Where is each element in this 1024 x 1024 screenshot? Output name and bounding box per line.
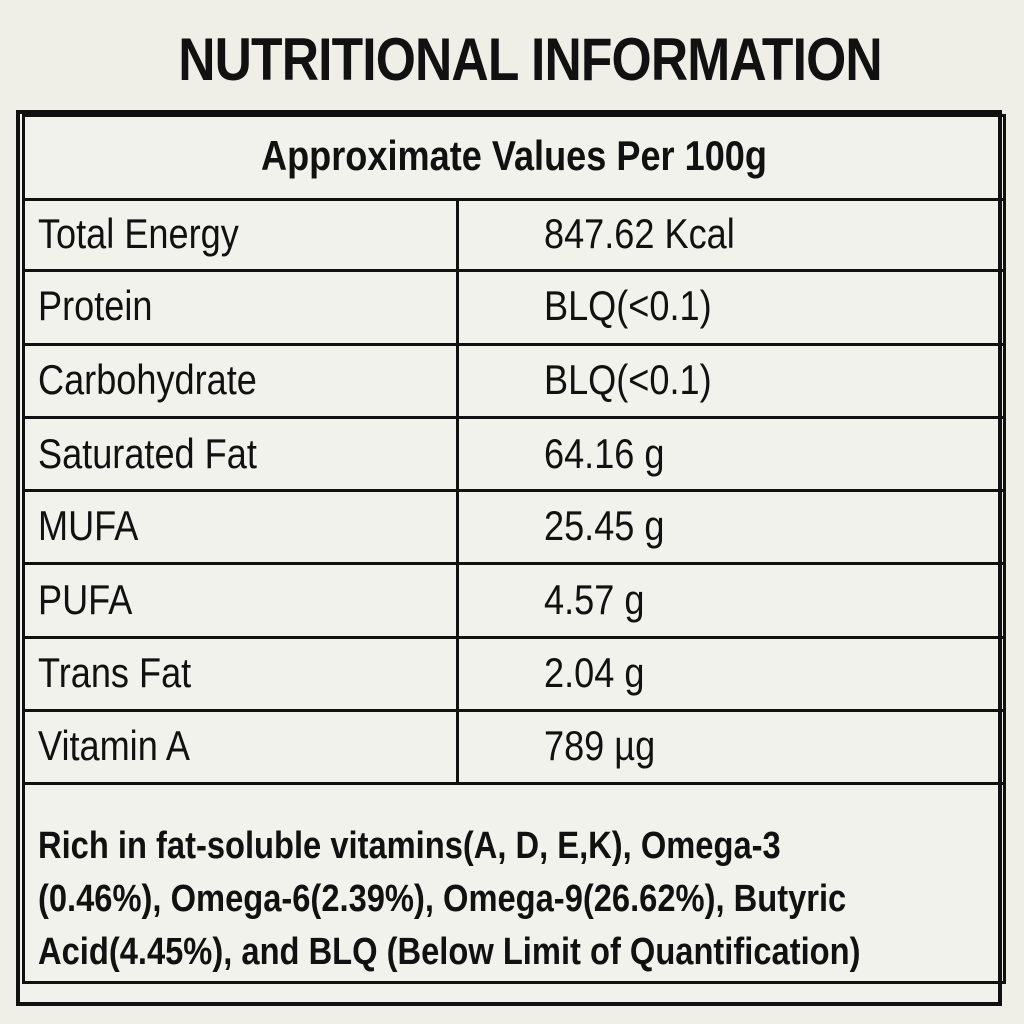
footnote-line: Rich in fat-soluble vitamins(A, D, E,K),… xyxy=(38,825,781,867)
row-divider xyxy=(22,636,1006,639)
row-label: MUFA xyxy=(38,502,139,549)
row-divider xyxy=(22,416,1006,419)
row-label: Total Energy xyxy=(38,210,239,257)
row-value: BLQ(<0.1) xyxy=(544,356,712,403)
row-value: 64.16 g xyxy=(544,430,665,477)
row-value: 2.04 g xyxy=(544,649,645,696)
header-top-rule xyxy=(22,114,1006,117)
right-rule xyxy=(1003,114,1006,984)
nutrition-table xyxy=(16,110,1002,1006)
header-divider xyxy=(22,198,1006,201)
row-label: PUFA xyxy=(38,576,133,623)
row-value: 847.62 Kcal xyxy=(544,210,735,257)
footnote-line: Acid(4.45%), and BLQ (Below Limit of Qua… xyxy=(38,931,861,973)
row-label: Vitamin A xyxy=(38,722,190,769)
table-subtitle: Approximate Values Per 100g xyxy=(261,132,767,179)
row-divider xyxy=(22,709,1006,712)
row-label: Trans Fat xyxy=(38,649,192,696)
row-value: 25.45 g xyxy=(544,502,665,549)
row-label: Carbohydrate xyxy=(38,356,257,403)
footnote: Rich in fat-soluble vitamins(A, D, E,K),… xyxy=(38,820,975,979)
row-label: Saturated Fat xyxy=(38,430,257,477)
row-divider xyxy=(22,489,1006,492)
left-rule xyxy=(22,114,25,984)
bottom-rule xyxy=(22,981,1006,984)
page-title: NUTRITIONAL INFORMATION xyxy=(178,26,882,93)
row-value: BLQ(<0.1) xyxy=(544,282,712,329)
row-divider xyxy=(22,562,1006,565)
footnote-line: (0.46%), Omega-6(2.39%), Omega-9(26.62%)… xyxy=(38,878,847,920)
row-label: Protein xyxy=(38,282,153,329)
row-value: 789 µg xyxy=(544,722,656,769)
notes-divider xyxy=(22,782,1006,785)
row-value: 4.57 g xyxy=(544,576,645,623)
row-divider xyxy=(22,343,1006,346)
row-divider xyxy=(22,269,1006,272)
